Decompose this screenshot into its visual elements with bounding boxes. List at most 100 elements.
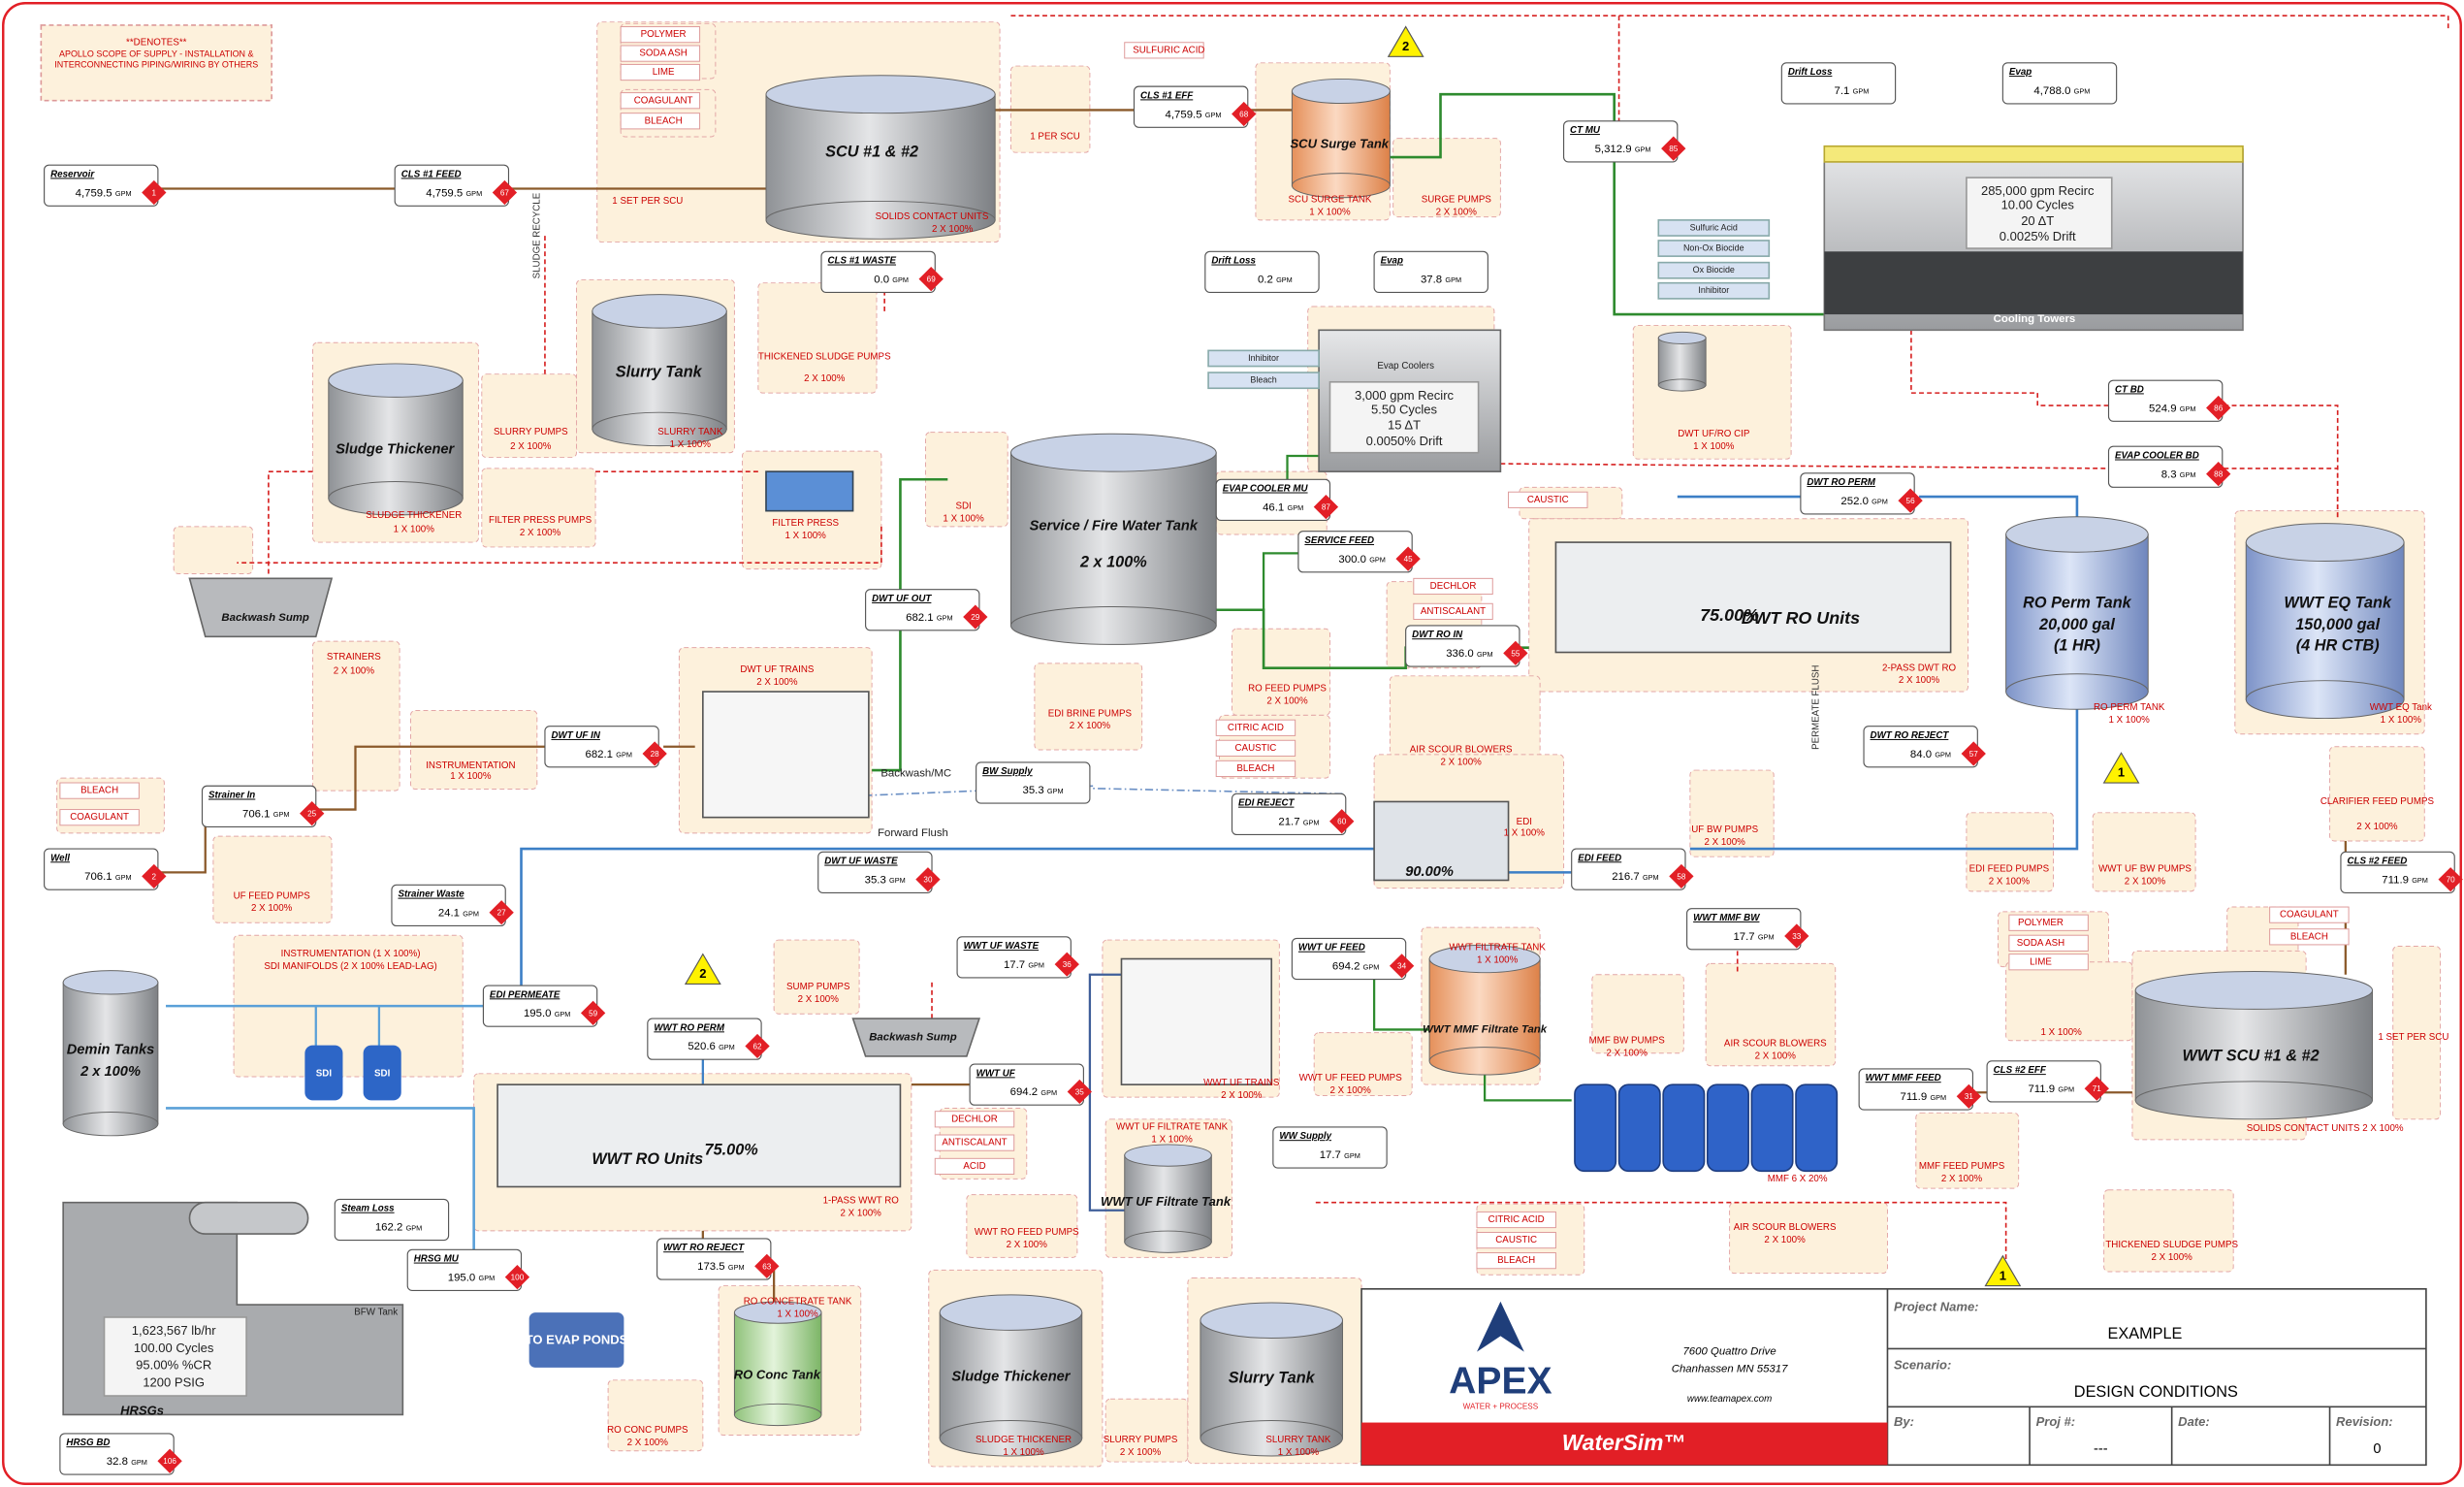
equipment-label: FILTER PRESS PUMPS [489, 515, 592, 526]
equipment-label: 2 X 100% [1120, 1447, 1162, 1458]
scope-box [1035, 663, 1142, 750]
equipment-label: INSTRUMENTATION [426, 760, 515, 771]
equipment-label: DECHLOR [1430, 581, 1477, 592]
logo-text: APEX [1449, 1360, 1552, 1402]
stream-unit: GPM [115, 873, 132, 882]
equipment-label: 2 X 100% [251, 903, 293, 914]
equipment-label: WWT EQ Tank [2370, 702, 2432, 713]
stream-unit: GPM [2180, 404, 2196, 413]
equipment-label: 1 X 100% [785, 531, 827, 541]
stream-unit: GPM [1369, 556, 1386, 565]
stream-name: EDI PERMEATE [490, 989, 560, 1000]
equipment-label: 2 X 100% [1755, 1051, 1797, 1062]
stream-unit: GPM [2074, 87, 2091, 96]
stream-value: 711.9 [2382, 874, 2409, 886]
equipment-label: ANTISCALANT [942, 1138, 1007, 1148]
stream-unit: GPM [1635, 145, 1651, 154]
equipment-label: Forward Flush [878, 827, 948, 839]
equipment-label: SDI [316, 1068, 333, 1079]
equipment-label: STRAINERS [327, 652, 381, 663]
website: www.teamapex.com [1687, 1394, 1772, 1405]
stream-name: CLS #2 EFF [1994, 1065, 2047, 1076]
stream-name: EVAP COOLER MU [1223, 484, 1309, 495]
tank-top [2246, 524, 2404, 562]
equipment-label: WWT UF FILTRATE TANK [1116, 1121, 1229, 1132]
mmf-vessel [1575, 1084, 1616, 1171]
equipment-label: 2 X 100% [510, 441, 552, 452]
stream-unit: GPM [1303, 818, 1320, 826]
equipment-label: Backwash/MC [880, 767, 951, 779]
equipment-label: RO Perm Tank [2023, 595, 2132, 612]
stream-name: CLS #2 FEED [2347, 857, 2407, 867]
stream-unit: GPM [1935, 751, 1951, 760]
equipment-label: DECHLOR [951, 1114, 998, 1124]
equipment-label: BLEACH [80, 786, 118, 796]
stream-value: 252.0 [1840, 496, 1869, 507]
equipment-label: 2 X 100% [1330, 1085, 1372, 1096]
stream-name: WWT MMF BW [1693, 913, 1760, 923]
tank-body [1429, 959, 1540, 1061]
stream-unit: GPM [466, 189, 483, 198]
field-label: Revision: [2336, 1414, 2393, 1429]
equipment-label: HRSGs [120, 1404, 164, 1418]
stream-unit: GPM [1643, 873, 1659, 882]
marker-number: 1 [2000, 1268, 2006, 1282]
field-label: Proj #: [2036, 1414, 2076, 1429]
equipment-label: 1 X 100% [777, 1309, 818, 1319]
equipment-label: 75.00% [705, 1142, 758, 1159]
stream-value: 4,759.5 [426, 187, 463, 199]
logo-sub: WATER + PROCESS [1463, 1403, 1539, 1411]
equipment-label: SLUDGE THICKENER [366, 510, 462, 521]
stream-unit: GPM [719, 1043, 735, 1051]
equipment-label: 2 X 100% [1607, 1048, 1648, 1058]
address-line: 7600 Quattro Drive [1682, 1346, 1776, 1358]
equipment-label: 1 X 100% [1309, 207, 1351, 217]
stream-unit: GPM [115, 189, 132, 198]
stream-unit: GPM [273, 810, 290, 819]
filter-press [766, 471, 853, 511]
stream-value: 682.1 [906, 612, 934, 624]
equipment-label: SDI [374, 1068, 391, 1079]
equipment-label: 2 X 100% [1441, 758, 1483, 768]
stream-id: 57 [1969, 750, 1979, 759]
equipment-label: 20,000 gal [2038, 616, 2115, 633]
equipment-label: 2 X 100% [627, 1438, 669, 1448]
equipment-label: 3,000 gpm Recirc [1355, 388, 1455, 403]
equipment-label: 2 X 100% [1436, 207, 1478, 217]
stream-name: DWT RO REJECT [1871, 730, 1950, 741]
equipment-label: Service / Fire Water Tank [1030, 519, 1199, 534]
equipment-label: CAUSTIC [1527, 495, 1569, 505]
scope-box [1730, 1203, 1888, 1274]
equipment-label: Sludge Thickener [951, 1369, 1071, 1384]
mmf-vessel [1796, 1084, 1837, 1171]
tank-top [1010, 434, 1216, 471]
equipment-label: (4 HR CTB) [2296, 636, 2380, 654]
equipment-label: RO PERM TANK [2094, 702, 2165, 713]
equipment-label: (1 HR) [2054, 636, 2100, 654]
stream-unit: GPM [2180, 470, 2196, 479]
equipment-label: 2 X 100% [841, 1209, 882, 1219]
equipment-label: Evap Coolers [1377, 361, 1434, 372]
equipment-label: COAGULANT [2280, 910, 2339, 921]
stream-unit: GPM [2058, 1085, 2074, 1094]
stream-id: 71 [2093, 1084, 2102, 1093]
equipment-label: Bleach [1250, 375, 1276, 385]
stream-id: 2 [152, 872, 157, 881]
stream-id: 25 [307, 810, 317, 819]
equipment-label: Inhibitor [1698, 285, 1729, 295]
equipment-label: MMF FEED PUMPS [1919, 1161, 2005, 1172]
scope-box [1393, 139, 1501, 217]
stream-value: 17.7 [1733, 931, 1754, 943]
equipment-label: 75.00% [1700, 605, 1759, 625]
tank-base [734, 1404, 821, 1425]
stream-id: 1 [152, 188, 157, 197]
stream-unit: GPM [892, 275, 909, 284]
equipment-label: 1 SET PER SCU [2378, 1032, 2448, 1043]
equipment-label: 1 PER SCU [1030, 132, 1080, 143]
equipment-label: 2 X 100% [1705, 837, 1746, 848]
stream-id: 56 [1906, 497, 1916, 505]
tank-body [1010, 453, 1216, 626]
tank-base [2135, 1082, 2372, 1119]
equipment-label: CAUSTIC [1235, 743, 1277, 754]
stream-name: SERVICE FEED [1304, 535, 1374, 546]
